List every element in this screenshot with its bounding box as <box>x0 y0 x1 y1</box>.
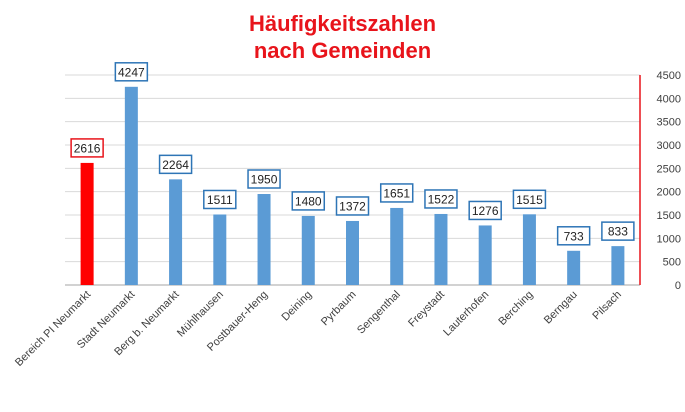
x-tick-label: Freystadt <box>406 289 447 330</box>
data-label: 2264 <box>162 158 189 172</box>
bar-1 <box>124 86 138 285</box>
data-label-box <box>468 200 502 221</box>
x-tick-label: Bereich PI Neumarkt <box>13 289 93 369</box>
bar-3 <box>213 214 227 285</box>
data-label: 2616 <box>74 141 101 155</box>
data-label-box <box>114 62 149 82</box>
data-label: 1511 <box>207 193 233 207</box>
y-tick-label: 3500 <box>657 117 681 129</box>
bar-7 <box>390 207 404 285</box>
data-label: 4247 <box>118 65 145 79</box>
bar-2 <box>169 179 183 285</box>
chart-title-line-2: nach Gemeinden <box>253 38 432 63</box>
x-tick-label: Pyrbaum <box>319 289 359 329</box>
data-label: 1480 <box>295 194 322 208</box>
y-tick-label: 2000 <box>657 187 681 199</box>
x-tick-label: Berngau <box>542 289 580 327</box>
data-label: 1515 <box>516 193 543 207</box>
bar-4 <box>257 194 271 285</box>
data-label-box <box>601 221 635 241</box>
bar-5 <box>301 215 315 285</box>
data-label: 1651 <box>383 186 410 200</box>
data-label-box <box>379 183 414 203</box>
data-label: 833 <box>608 225 628 239</box>
y-tick-label: 0 <box>675 280 681 292</box>
bar-6 <box>346 220 359 285</box>
y-tick-label: 4000 <box>657 93 681 105</box>
data-label-box <box>158 154 193 175</box>
x-tick-label: Sengenthal <box>355 289 403 337</box>
data-label: 733 <box>564 229 584 243</box>
data-label-box <box>247 169 281 189</box>
chart-title-line-1: Häufigkeitszahlen <box>248 11 437 36</box>
data-label-box <box>556 226 591 246</box>
data-label-box <box>424 189 458 209</box>
data-label: 1372 <box>339 199 366 213</box>
data-label: 1276 <box>472 204 499 218</box>
data-label-box <box>512 189 547 210</box>
bar-8 <box>434 213 448 285</box>
y-tick-label: 500 <box>663 257 681 269</box>
bar-11 <box>567 250 581 285</box>
data-label-box <box>70 138 104 158</box>
y-tick-label: 3000 <box>657 140 681 152</box>
data-label-box <box>335 196 370 216</box>
bar-10 <box>522 214 536 285</box>
y-tick-label: 1500 <box>657 210 681 222</box>
data-label: 1522 <box>428 192 455 206</box>
y-tick-label: 4500 <box>657 70 681 82</box>
x-tick-label: Berching <box>496 289 535 328</box>
data-label-box <box>203 189 237 210</box>
x-tick-label: Lauterhofen <box>441 289 491 339</box>
bar-0 <box>80 162 94 285</box>
bar-9 <box>478 225 492 285</box>
x-tick-label: Pilsach <box>590 289 624 323</box>
data-label: 1950 <box>251 173 278 187</box>
bar-12 <box>611 246 625 285</box>
y-tick-label: 2500 <box>657 163 681 175</box>
data-label-box <box>291 191 326 211</box>
y-tick-label: 1000 <box>657 233 681 245</box>
chart-title: Häufigkeitszahlen nach Gemeinden <box>0 10 685 64</box>
x-tick-label: Deining <box>280 289 315 324</box>
